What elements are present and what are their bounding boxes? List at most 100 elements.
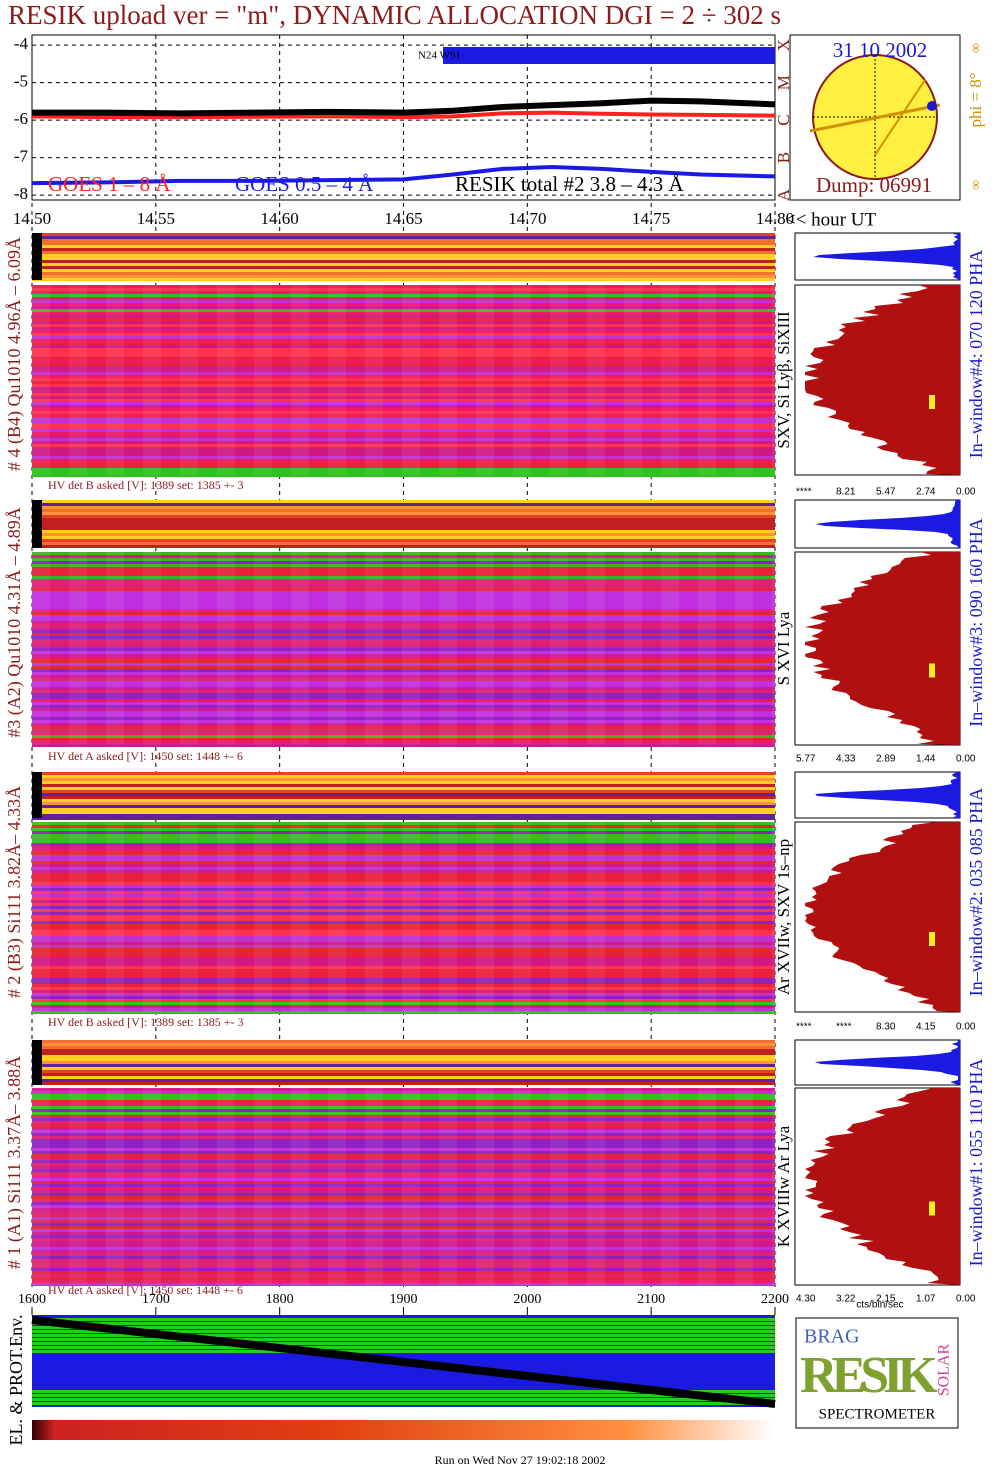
hist-shape — [805, 552, 960, 745]
hv-status: HV det A asked [V]: 1450 set: 1448 +- 6 — [48, 1283, 243, 1297]
window-marker — [929, 663, 935, 678]
spectrum-stripe — [32, 918, 775, 921]
spectrum-stripe — [32, 1109, 775, 1112]
window-marker — [929, 932, 935, 946]
spectrum-stripe — [32, 396, 775, 399]
spectrum-stripe — [32, 663, 775, 666]
spectrum-stripe — [32, 372, 775, 375]
time-column — [587, 552, 605, 745]
spectrum-stripe — [32, 666, 775, 669]
spectrum-stripe — [32, 687, 775, 690]
time-column — [476, 285, 494, 475]
time-column — [402, 822, 420, 1012]
spectrum-stripe — [32, 245, 775, 248]
spectrum-stripe — [32, 417, 775, 420]
spectrum-stripe — [32, 512, 775, 515]
time-column — [735, 1088, 753, 1285]
spectrum-stripe — [32, 612, 775, 615]
y-tick-label: -8 — [14, 184, 28, 203]
time-column — [587, 1088, 605, 1285]
spectrum-stripe — [32, 1058, 775, 1061]
spectrum-stripe — [32, 1079, 775, 1082]
hist-tick-label: **** — [836, 1022, 852, 1033]
spectrum-stripe — [32, 1100, 775, 1103]
time-column — [365, 552, 383, 745]
spectrum-stripe — [32, 297, 775, 300]
time-column — [587, 285, 605, 475]
spectrum-stripe — [32, 921, 775, 924]
env-stripe — [32, 1398, 775, 1401]
spectrum-stripe — [32, 738, 775, 741]
spectrum-stripe — [32, 802, 775, 805]
spectrum-stripe — [32, 1232, 775, 1235]
time-column — [32, 285, 50, 475]
spectrum-stripe — [32, 840, 775, 843]
spectrum-stripe — [32, 456, 775, 459]
hist-tick-label: 0.00 — [956, 1294, 976, 1305]
spectrum-stripe — [32, 615, 775, 618]
spectrum-stripe — [32, 642, 775, 645]
hv-status: HV det B asked [V]: 1389 set: 1385 +- 3 — [48, 478, 244, 492]
spectrum-stripe — [32, 1112, 775, 1115]
spectrum-stripe — [32, 978, 775, 981]
spectrum-stripe — [32, 645, 775, 648]
line-label: Ar XVIIw, SXV 1s–np — [774, 839, 793, 995]
spectrum-stripe — [32, 1169, 775, 1172]
hv-status: HV det B asked [V]: 1389 set: 1385 +- 3 — [48, 1015, 244, 1029]
spectrum-stripe — [32, 272, 775, 275]
time-column — [698, 822, 716, 1012]
time-column — [32, 1088, 50, 1285]
spectrum-stripe — [32, 1220, 775, 1223]
spectrum-stripe — [32, 975, 775, 978]
spectrum-stripe — [32, 1265, 775, 1268]
x-tick-label: 2100 — [637, 1292, 665, 1307]
spectrum-stripe — [32, 591, 775, 594]
spectrum-stripe — [32, 915, 775, 918]
hist-tick-label: 2.89 — [876, 754, 896, 765]
time-column — [735, 285, 753, 475]
spectrum-stripe — [32, 885, 775, 888]
env-stripe — [32, 1326, 775, 1329]
logo: BRAG RESIK SOLAR SPECTROMETER — [795, 1317, 959, 1429]
spectrum-stripe — [32, 321, 775, 324]
x-tick-label: 1900 — [390, 1292, 418, 1307]
spectrum-stripe — [32, 300, 775, 303]
time-column — [32, 552, 50, 745]
time-column — [254, 1088, 272, 1285]
time-column — [402, 1088, 420, 1285]
spectrum-stripe — [32, 339, 775, 342]
time-column — [254, 285, 272, 475]
class-letter: B — [774, 152, 793, 163]
spectrum-stripe — [32, 843, 775, 846]
env-stripe — [32, 1402, 775, 1405]
spectrum-stripe — [32, 459, 775, 462]
time-column — [328, 822, 346, 1012]
time-column — [106, 285, 124, 475]
spectrum-stripe — [32, 327, 775, 330]
time-column — [180, 1088, 198, 1285]
env-stripe — [32, 1390, 775, 1393]
spectrum-stripe — [32, 1103, 775, 1106]
spectrum-stripe — [32, 1076, 775, 1079]
spectrum-stripe — [32, 714, 775, 717]
spectrum-stripe — [32, 630, 775, 633]
env-stripe — [32, 1346, 775, 1349]
spectrum-stripe — [32, 717, 775, 720]
spectrum-stripe — [32, 888, 775, 891]
spectrum-stripe — [32, 726, 775, 729]
spectrum-stripe — [32, 784, 775, 787]
spectrum-stripe — [32, 897, 775, 900]
spectrum-stripe — [32, 814, 775, 817]
time-column — [624, 552, 642, 745]
time-column — [513, 1088, 531, 1285]
spectrum-stripe — [32, 552, 775, 555]
spectrum-stripe — [32, 1256, 775, 1259]
time-column — [328, 285, 346, 475]
spectrum-stripe — [32, 1262, 775, 1265]
color-bar — [32, 1420, 775, 1440]
time-column — [402, 285, 420, 475]
time-column — [365, 1088, 383, 1285]
spectrum-stripe — [32, 1238, 775, 1241]
spectrum-stripe — [32, 1157, 775, 1160]
